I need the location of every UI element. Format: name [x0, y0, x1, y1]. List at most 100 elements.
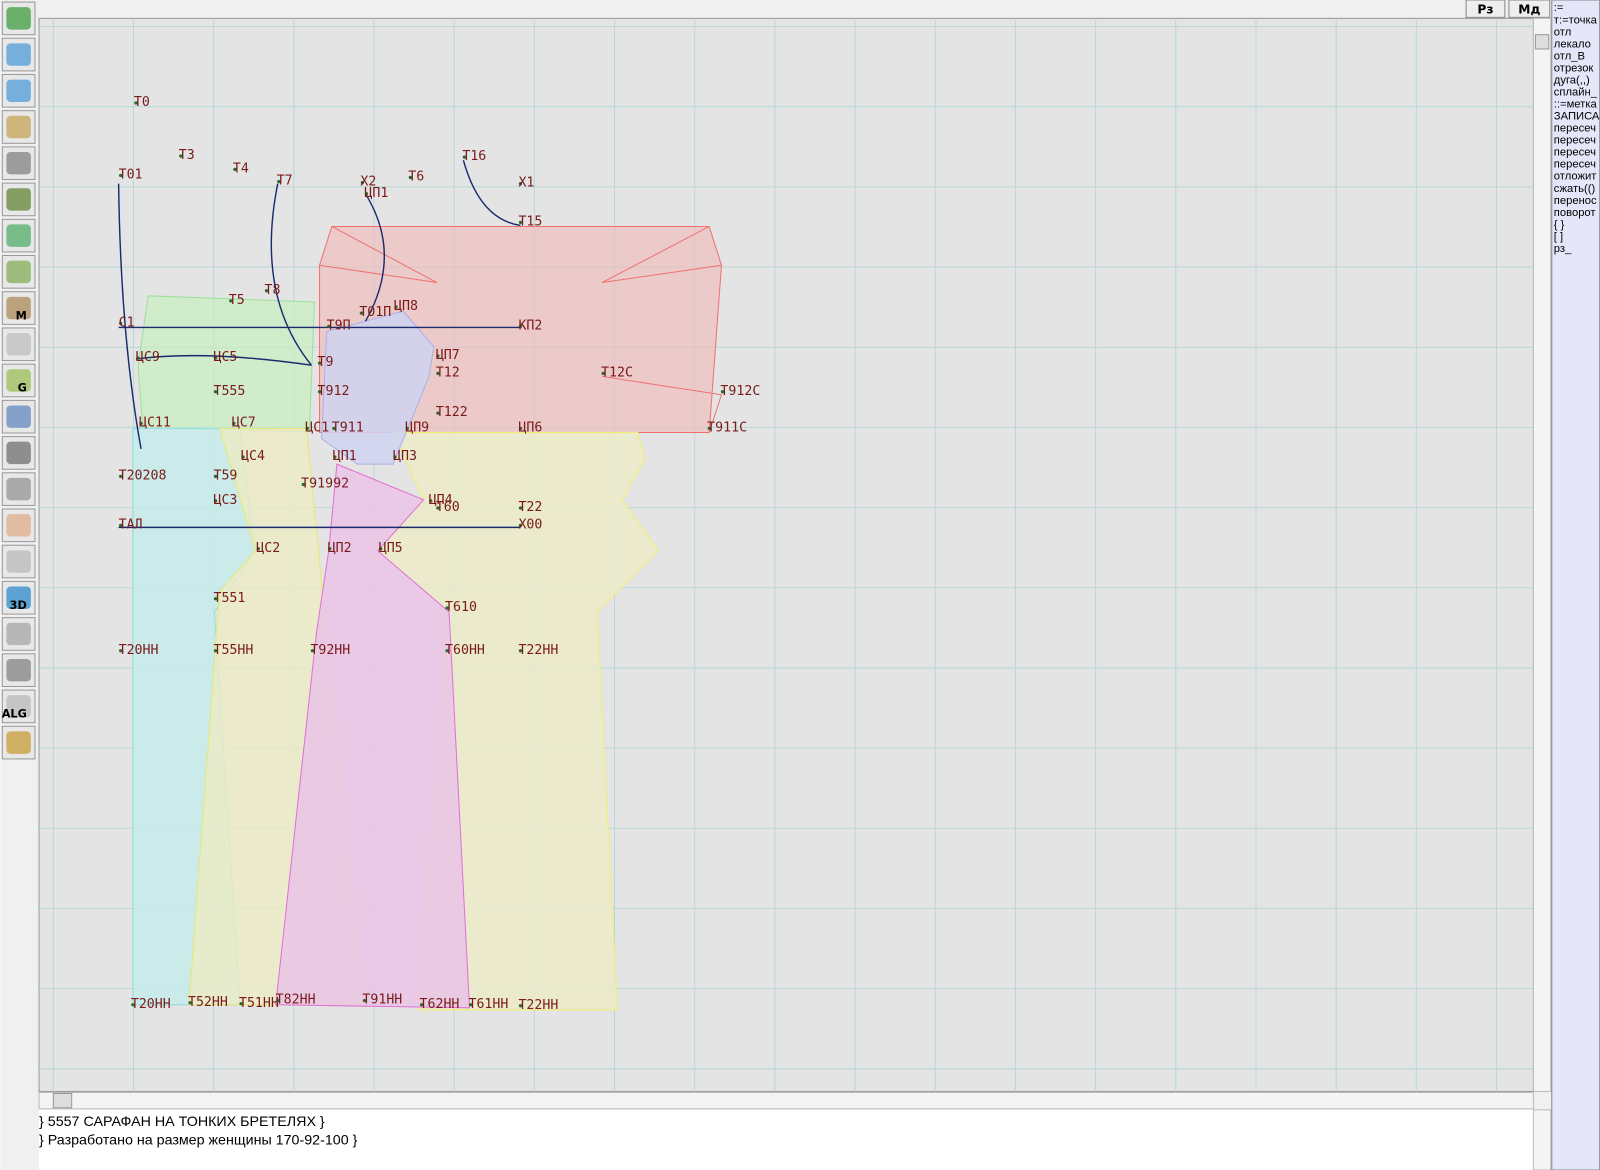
point-marker[interactable]	[332, 426, 336, 431]
point-marker[interactable]	[436, 354, 440, 358]
point-marker[interactable]	[518, 220, 523, 225]
point-marker[interactable]	[277, 179, 281, 184]
point-marker[interactable]	[707, 426, 711, 431]
command-item[interactable]: пересеч	[1554, 123, 1596, 135]
point-label: Т122	[436, 405, 468, 420]
point-marker[interactable]	[328, 547, 332, 551]
point-marker[interactable]	[720, 390, 725, 394]
point-marker[interactable]	[317, 390, 322, 394]
command-item[interactable]: пересеч	[1554, 159, 1596, 171]
point-marker[interactable]	[518, 506, 523, 510]
point-marker[interactable]	[310, 649, 315, 653]
point-marker[interactable]	[232, 421, 236, 425]
point-marker[interactable]	[179, 154, 183, 158]
point-marker[interactable]	[233, 167, 237, 171]
point-marker[interactable]	[131, 1003, 135, 1007]
point-marker[interactable]	[362, 999, 367, 1003]
point-marker[interactable]	[305, 426, 309, 431]
command-item[interactable]: поворот	[1554, 207, 1596, 219]
notes-area[interactable]	[39, 1109, 1534, 1170]
command-item[interactable]: пересеч	[1554, 135, 1596, 147]
point-marker[interactable]	[518, 523, 523, 527]
point-marker[interactable]	[213, 597, 218, 601]
point-marker[interactable]	[445, 649, 449, 653]
point-marker[interactable]	[264, 289, 269, 293]
command-item[interactable]: отрезок	[1554, 62, 1594, 74]
point-marker[interactable]	[468, 1003, 473, 1007]
point-label: ЦП5	[379, 541, 403, 556]
command-item[interactable]: отл_В	[1554, 50, 1585, 62]
point-marker[interactable]	[333, 455, 337, 459]
point-marker[interactable]	[359, 311, 364, 315]
point-marker[interactable]	[136, 356, 140, 360]
point-marker[interactable]	[213, 390, 218, 394]
tab-button[interactable]	[1465, 0, 1506, 18]
point-marker[interactable]	[229, 299, 233, 303]
command-item[interactable]: сжать(()	[1554, 183, 1596, 195]
point-marker[interactable]	[436, 371, 440, 375]
command-item[interactable]: лекало	[1554, 38, 1591, 50]
point-marker[interactable]	[256, 547, 260, 551]
point-marker[interactable]	[436, 506, 440, 510]
point-marker[interactable]	[518, 1004, 523, 1008]
point-marker[interactable]	[462, 155, 467, 159]
command-item[interactable]: ЗАПИСА	[1554, 111, 1600, 123]
command-item[interactable]: перенос	[1554, 195, 1597, 207]
point-marker[interactable]	[213, 649, 218, 653]
point-marker[interactable]	[276, 999, 280, 1003]
point-marker[interactable]	[419, 1003, 424, 1007]
point-marker[interactable]	[445, 606, 449, 610]
point-marker[interactable]	[119, 173, 123, 178]
point-marker[interactable]	[327, 324, 331, 329]
point-marker[interactable]	[188, 1001, 192, 1005]
command-item[interactable]: рз_	[1554, 243, 1572, 255]
piece-blue[interactable]	[321, 310, 435, 465]
point-marker[interactable]	[518, 649, 523, 653]
point-marker[interactable]	[301, 482, 305, 487]
command-item[interactable]: { }	[1554, 219, 1565, 231]
point-marker[interactable]	[408, 175, 412, 180]
point-marker[interactable]	[393, 455, 397, 459]
point-marker[interactable]	[119, 474, 123, 478]
point-marker[interactable]	[139, 421, 143, 425]
command-item[interactable]: сплайн_	[1554, 86, 1598, 98]
command-item[interactable]: [ ]	[1554, 231, 1563, 243]
command-item[interactable]: :=	[1554, 2, 1564, 14]
point-marker[interactable]	[364, 192, 369, 196]
point-marker[interactable]	[436, 411, 440, 415]
point-marker[interactable]	[394, 305, 398, 309]
command-item[interactable]: ::=метка	[1554, 99, 1598, 111]
point-marker[interactable]	[405, 426, 409, 431]
point-marker[interactable]	[379, 547, 383, 551]
point-marker[interactable]	[239, 1002, 243, 1006]
point-marker[interactable]	[134, 101, 138, 105]
point-label: Т92НН	[310, 643, 350, 658]
horizontal-scrollbar[interactable]	[38, 1091, 1534, 1110]
point-marker[interactable]	[241, 455, 245, 459]
point-marker[interactable]	[213, 356, 218, 360]
point-marker[interactable]	[317, 361, 322, 365]
point-marker[interactable]	[119, 649, 123, 653]
piece-pink[interactable]	[275, 463, 471, 1009]
point-marker[interactable]	[119, 523, 123, 527]
command-item[interactable]: отложит	[1554, 171, 1597, 183]
command-item[interactable]: т:=точка	[1554, 14, 1598, 26]
scroll-thumb[interactable]	[1534, 34, 1550, 50]
point-marker[interactable]	[429, 499, 433, 503]
command-item[interactable]: дуга(,,)	[1554, 74, 1590, 86]
command-item[interactable]: отл	[1554, 26, 1571, 38]
point-marker[interactable]	[518, 181, 523, 186]
point-marker[interactable]	[601, 371, 605, 375]
point-marker[interactable]	[119, 321, 123, 325]
point-marker[interactable]	[518, 324, 523, 329]
notes-scrollbar[interactable]	[1532, 1109, 1552, 1170]
point-marker[interactable]	[518, 426, 523, 431]
point-marker[interactable]	[360, 180, 365, 185]
point-marker[interactable]	[213, 499, 218, 503]
command-item[interactable]: пересеч	[1554, 147, 1596, 159]
scroll-thumb[interactable]	[52, 1092, 73, 1109]
point-marker[interactable]	[213, 474, 218, 478]
tab-button[interactable]	[1508, 0, 1551, 18]
vertical-scrollbar[interactable]	[1532, 17, 1552, 1092]
point-label: ТАЛ	[119, 517, 143, 532]
